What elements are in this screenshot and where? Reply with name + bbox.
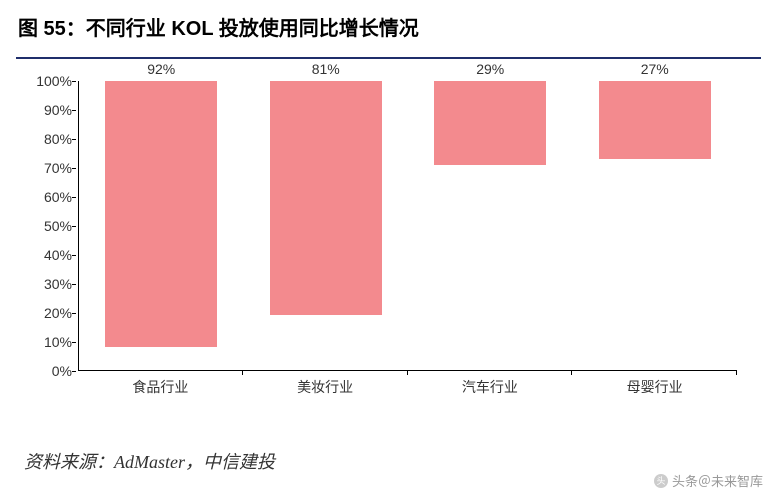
y-tick-label: 100% <box>36 73 72 89</box>
bar-slot: 29% <box>408 81 573 370</box>
bar-value-label: 81% <box>312 61 340 77</box>
watermark-text: 头条＠未来智库 <box>672 471 763 490</box>
bar: 92% <box>105 81 217 347</box>
watermark-icon: 头 <box>654 474 668 488</box>
source-citation: 资料来源：AdMaster，中信建投 <box>24 448 275 474</box>
y-tick-label: 70% <box>44 160 72 176</box>
bar: 27% <box>599 81 711 159</box>
bar-slot: 81% <box>244 81 409 370</box>
y-tick-label: 90% <box>44 102 72 118</box>
y-tick-label: 30% <box>44 276 72 292</box>
y-tick-label: 10% <box>44 334 72 350</box>
x-axis: 食品行业美妆行业汽车行业母婴行业 <box>78 371 737 401</box>
figure-title-block: 图 55：不同行业 KOL 投放使用同比增长情况 <box>0 0 777 49</box>
x-category-label: 汽车行业 <box>408 371 573 401</box>
y-tick-label: 40% <box>44 247 72 263</box>
bar-slot: 92% <box>79 81 244 370</box>
bars-container: 92% 81% 29% 27% <box>79 81 737 370</box>
x-category-label: 食品行业 <box>78 371 243 401</box>
y-tick-label: 50% <box>44 218 72 234</box>
bar: 29% <box>434 81 546 165</box>
bar: 81% <box>270 81 382 315</box>
y-tick-label: 0% <box>52 363 72 379</box>
y-tick-label: 60% <box>44 189 72 205</box>
bar-chart: 0%10%20%30%40%50%60%70%80%90%100% 92%81%… <box>30 81 747 401</box>
title-underline <box>16 57 761 59</box>
y-tick-label: 80% <box>44 131 72 147</box>
bar-value-label: 92% <box>147 61 175 77</box>
x-category-label: 美妆行业 <box>243 371 408 401</box>
y-tick-label: 20% <box>44 305 72 321</box>
bar-value-label: 29% <box>476 61 504 77</box>
bar-slot: 27% <box>573 81 738 370</box>
x-category-label: 母婴行业 <box>572 371 737 401</box>
figure-title: 图 55：不同行业 KOL 投放使用同比增长情况 <box>18 12 759 41</box>
watermark: 头 头条＠未来智库 <box>654 471 763 490</box>
plot-area: 92% 81% 29% 27% <box>78 81 737 371</box>
y-axis: 0%10%20%30%40%50%60%70%80%90%100% <box>30 81 78 371</box>
bar-value-label: 27% <box>641 61 669 77</box>
